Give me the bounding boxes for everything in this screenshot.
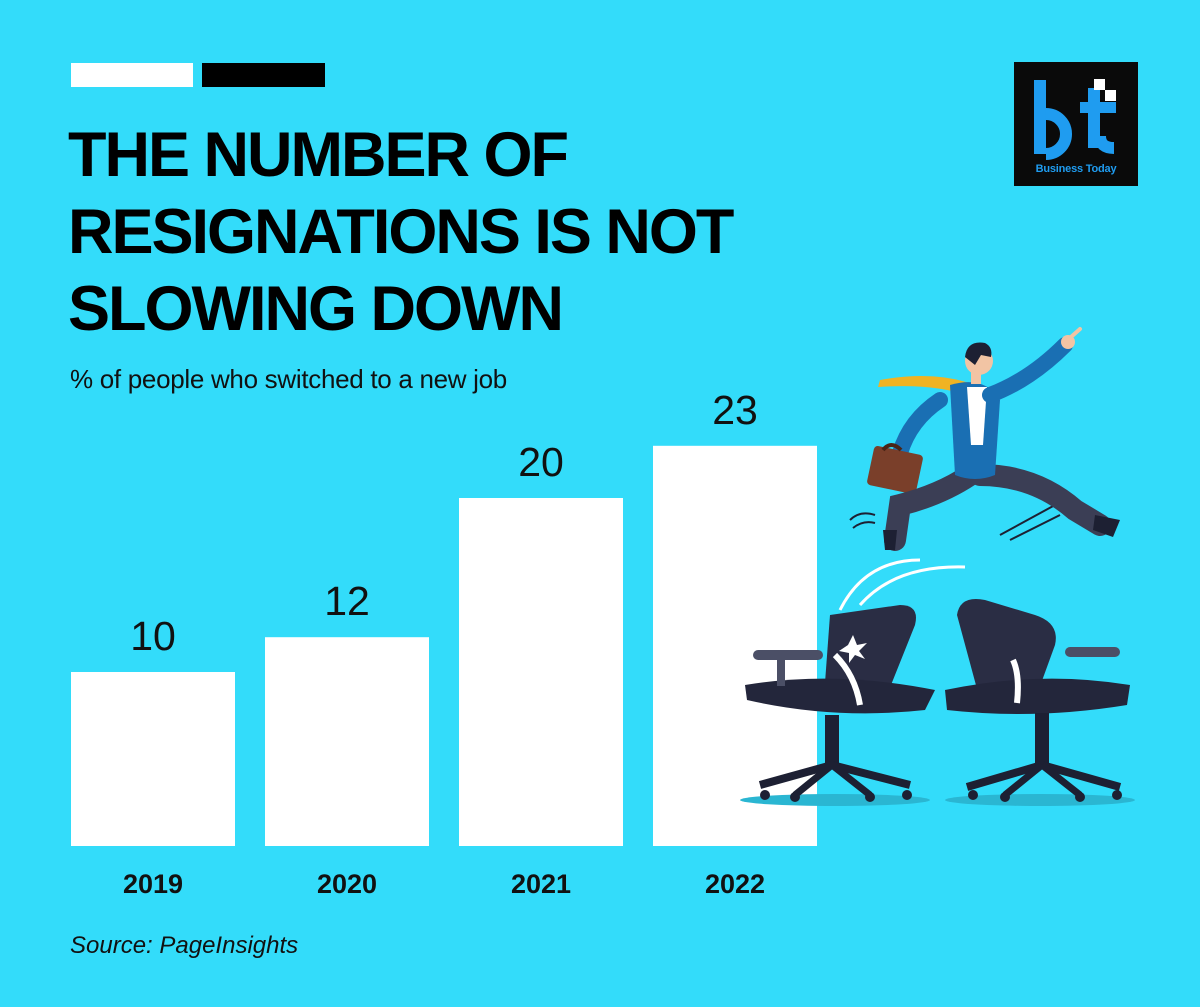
- chair-shadow: [945, 794, 1135, 806]
- chart-subtitle: % of people who switched to a new job: [70, 364, 507, 394]
- decorative-white-bar: [71, 63, 193, 87]
- title-line-1: THE NUMBER OF: [68, 120, 569, 190]
- motion-line: [999, 504, 1061, 541]
- data-label-2020: 12: [324, 578, 370, 624]
- x-tick-label-2020: 2020: [317, 869, 377, 899]
- business-today-logo: Business Today: [1014, 62, 1138, 186]
- data-label-2021: 20: [518, 439, 564, 485]
- bar-2019: [71, 672, 235, 846]
- chart-source: Source: PageInsights: [70, 932, 299, 959]
- motion-line: [858, 565, 966, 606]
- motion-line: [849, 512, 876, 529]
- chair-shadow: [740, 794, 930, 806]
- x-tick-label-2019: 2019: [123, 869, 183, 899]
- data-label-2019: 10: [130, 613, 176, 659]
- x-tick-label-2022: 2022: [705, 869, 765, 899]
- bar-2021: [459, 498, 623, 846]
- bt-logo-mark-icon: [1034, 79, 1116, 160]
- page-title: THE NUMBER OF RESIGNATIONS IS NOT SLOWIN…: [68, 117, 868, 348]
- businessman-jumping-chairs-illustration: [740, 327, 1135, 806]
- office-chair-right: [945, 599, 1130, 802]
- decorative-black-bar: [202, 63, 325, 87]
- office-chair-left: [745, 605, 935, 802]
- motion-line: [838, 558, 921, 611]
- data-label-2022: 23: [712, 387, 758, 433]
- logo-text: Business Today: [1035, 163, 1117, 175]
- title-line-2: RESIGNATIONS IS NOT: [68, 197, 734, 267]
- x-tick-label-2021: 2021: [511, 869, 571, 899]
- businessman-figure: [867, 327, 1120, 551]
- title-line-3: SLOWING DOWN: [68, 274, 564, 344]
- bar-2020: [265, 637, 429, 846]
